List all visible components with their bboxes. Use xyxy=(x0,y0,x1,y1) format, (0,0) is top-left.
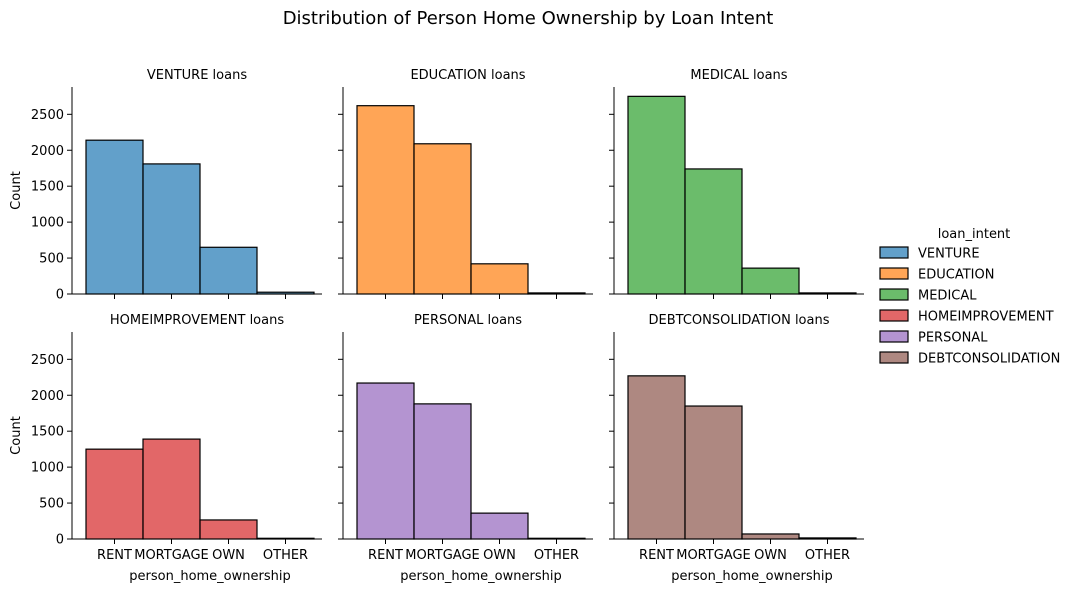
panel-title: DEBTCONSOLIDATION loans xyxy=(649,313,830,328)
panel-personal: PERSONAL loans RENT MORTGAGE OWN OTHER person… xyxy=(338,313,593,584)
panel-title: HOMEIMPROVEMENT loans xyxy=(110,313,284,328)
x-axis-label: person_home_ownership xyxy=(400,569,561,584)
panel-medical: MEDICAL loans xyxy=(609,68,864,299)
x-tick-label: OWN xyxy=(483,548,516,563)
legend-label: DEBTCONSOLIDATION xyxy=(918,352,1060,367)
bar-rent xyxy=(356,105,415,295)
x-tick-label: OWN xyxy=(212,548,245,563)
legend-item-venture: VENTURE xyxy=(879,246,980,262)
legend: loan_intent VENTURE EDUCATION MEDICAL HOMEIM… xyxy=(879,227,1060,367)
legend-swatch xyxy=(879,351,909,364)
panels-layer: VENTURE loans 0 500 1000 1500 2000 2500 Count ED… xyxy=(9,68,864,584)
y-tick-label: 1500 xyxy=(31,425,64,440)
panel-title: VENTURE loans xyxy=(147,68,247,83)
panel-title: EDUCATION loans xyxy=(410,68,525,83)
bar-mortgage xyxy=(142,438,201,540)
legend-label: MEDICAL xyxy=(918,289,977,304)
legend-swatch xyxy=(879,309,909,322)
y-axis-label: Count xyxy=(9,171,24,210)
legend-label: VENTURE xyxy=(918,247,980,262)
bar-rent xyxy=(85,139,144,295)
x-tick-label: OTHER xyxy=(805,548,850,563)
bar-own xyxy=(741,267,800,295)
bar-rent xyxy=(356,382,415,540)
x-tick-label: RENT xyxy=(97,548,132,563)
bar-mortgage xyxy=(142,163,201,295)
y-tick-label: 2000 xyxy=(31,144,64,159)
x-axis-label: person_home_ownership xyxy=(129,569,290,584)
y-tick-label: 2000 xyxy=(31,389,64,404)
y-tick-label: 2500 xyxy=(31,108,64,123)
bar-own xyxy=(199,519,258,540)
bar-mortgage xyxy=(684,168,743,295)
legend-item-personal: PERSONAL xyxy=(879,330,988,346)
y-tick-label: 2500 xyxy=(31,353,64,368)
x-tick-label: MORTGAGE xyxy=(676,548,751,563)
legend-item-homeimprovement: HOMEIMPROVEMENT xyxy=(879,309,1054,325)
x-tick-label: RENT xyxy=(368,548,403,563)
bar-own xyxy=(741,533,800,540)
y-tick-label: 0 xyxy=(56,533,64,548)
y-tick-label: 500 xyxy=(39,497,64,512)
y-tick-label: 0 xyxy=(56,288,64,303)
bar-mortgage xyxy=(413,143,472,295)
legend-label: PERSONAL xyxy=(918,331,988,346)
y-tick-label: 1500 xyxy=(31,180,64,195)
legend-item-debtconsolidation: DEBTCONSOLIDATION xyxy=(879,351,1060,367)
chart-title: Distribution of Person Home Ownership by… xyxy=(283,8,774,29)
x-tick-label: OTHER xyxy=(263,548,308,563)
bar-mortgage xyxy=(684,405,743,540)
x-tick-label: MORTGAGE xyxy=(134,548,209,563)
legend-label: HOMEIMPROVEMENT xyxy=(918,310,1054,325)
y-tick-label: 500 xyxy=(39,252,64,267)
bar-mortgage xyxy=(413,403,472,540)
panel-debtconsolidation: DEBTCONSOLIDATION loans RENT MORTGAGE OWN OT… xyxy=(609,313,864,584)
legend-swatch xyxy=(879,267,909,280)
x-tick-label: OWN xyxy=(754,548,787,563)
x-tick-label: RENT xyxy=(639,548,674,563)
legend-swatch xyxy=(879,246,909,259)
panel-title: MEDICAL loans xyxy=(690,68,787,83)
legend-item-medical: MEDICAL xyxy=(879,288,977,304)
bar-rent xyxy=(627,375,686,540)
legend-label: EDUCATION xyxy=(918,268,994,283)
panel-title: PERSONAL loans xyxy=(414,313,522,328)
y-axis-label: Count xyxy=(9,416,24,455)
x-axis-label: person_home_ownership xyxy=(671,569,832,584)
bar-own xyxy=(470,512,529,540)
panel-homeimprovement: HOMEIMPROVEMENT loans 0 500 1000 1500 2000 250… xyxy=(9,313,322,584)
panel-venture: VENTURE loans 0 500 1000 1500 2000 2500 Count xyxy=(9,68,322,303)
bar-own xyxy=(470,263,529,295)
x-tick-label: MORTGAGE xyxy=(405,548,480,563)
x-tick-label: OTHER xyxy=(534,548,579,563)
legend-swatch xyxy=(879,330,909,343)
bar-own xyxy=(199,246,258,295)
bar-rent xyxy=(85,448,144,540)
bar-rent xyxy=(627,95,686,295)
legend-title: loan_intent xyxy=(938,227,1011,242)
legend-swatch xyxy=(879,288,909,301)
y-tick-label: 1000 xyxy=(31,216,64,231)
legend-item-education: EDUCATION xyxy=(879,267,994,283)
panel-education: EDUCATION loans xyxy=(338,68,593,299)
y-tick-label: 1000 xyxy=(31,461,64,476)
